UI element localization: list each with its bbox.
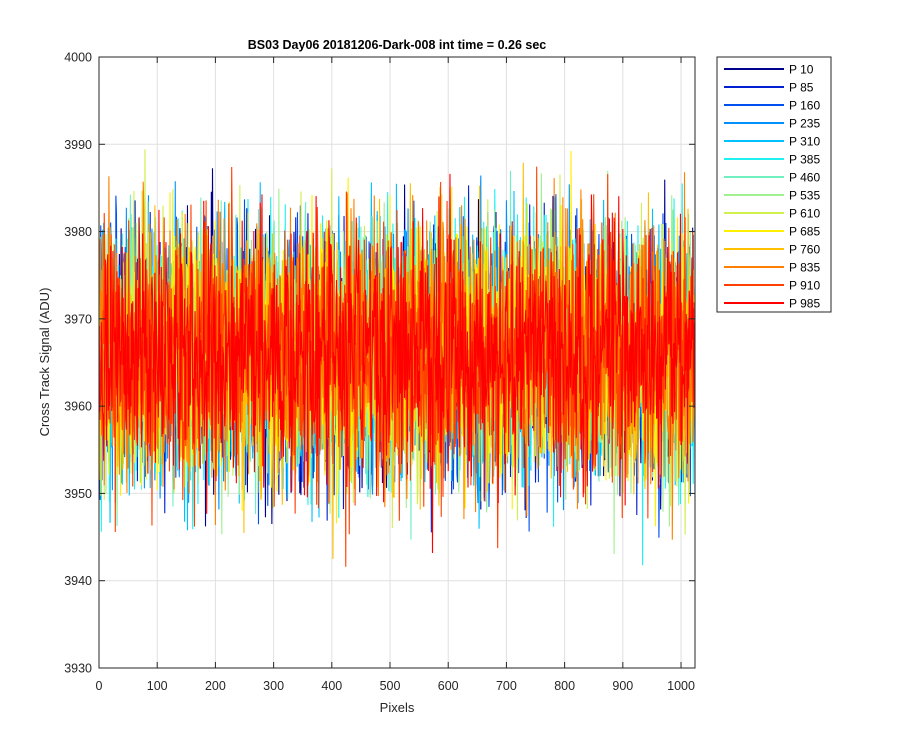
legend-label: P 685 [789,225,820,239]
y-tick-label: 3980 [64,225,92,239]
legend-items: P 10 P 85 P 160 P 235 P 310 P 385 P 460 P 535 P … [724,63,820,311]
x-tick-label: 300 [263,679,284,693]
y-tick-label: 3990 [64,138,92,152]
legend-label: P 85 [789,81,814,95]
y-tick-label: 3960 [64,400,92,414]
x-tick-label: 900 [612,679,633,693]
x-tick-label: 200 [205,679,226,693]
x-axis: 0 100 200 300 400 500 600 700 800 900 1000 [96,57,695,693]
legend-label: P 385 [789,153,820,167]
legend-label: P 10 [789,63,814,77]
x-tick-label: 1000 [667,679,695,693]
plot-area: 0 100 200 300 400 500 600 700 800 900 1000 3930 394… [64,51,696,693]
legend-label: P 610 [789,207,820,221]
legend-label: P 160 [789,99,820,113]
legend-label: P 310 [789,135,820,149]
legend-label: P 760 [789,243,820,257]
x-axis-label: Pixels [380,700,415,715]
legend-label: P 910 [789,279,820,293]
legend-label: P 835 [789,261,820,275]
x-tick-label: 0 [96,679,103,693]
series-layer [99,149,695,567]
chart-title: BS03 Day06 20181206-Dark-008 int time = … [248,38,547,52]
legend-box [716,56,832,313]
series-line [99,166,695,567]
y-tick-label: 3970 [64,312,92,326]
x-tick-label: 800 [554,679,575,693]
legend-label: P 235 [789,117,820,131]
legend-label: P 460 [789,171,820,185]
legend-label: P 535 [789,189,820,203]
x-tick-label: 600 [438,679,459,693]
y-tick-label: 3930 [64,662,92,676]
y-axis: 3930 3940 3950 3960 3970 3980 3990 4000 [64,51,695,676]
y-tick-label: 3950 [64,487,92,501]
y-axis-label: Cross Track Signal (ADU) [37,288,52,437]
x-tick-label: 500 [380,679,401,693]
x-tick-label: 700 [496,679,517,693]
legend-label: P 985 [789,297,820,311]
series-line [99,173,695,553]
x-tick-label: 400 [321,679,342,693]
y-tick-label: 3940 [64,574,92,588]
axes-frame [98,56,696,669]
x-tick-label: 100 [147,679,168,693]
legend: P 10 P 85 P 160 P 235 P 310 P 385 P 460 P 535 P … [716,56,832,313]
y-tick-label: 4000 [64,51,92,65]
